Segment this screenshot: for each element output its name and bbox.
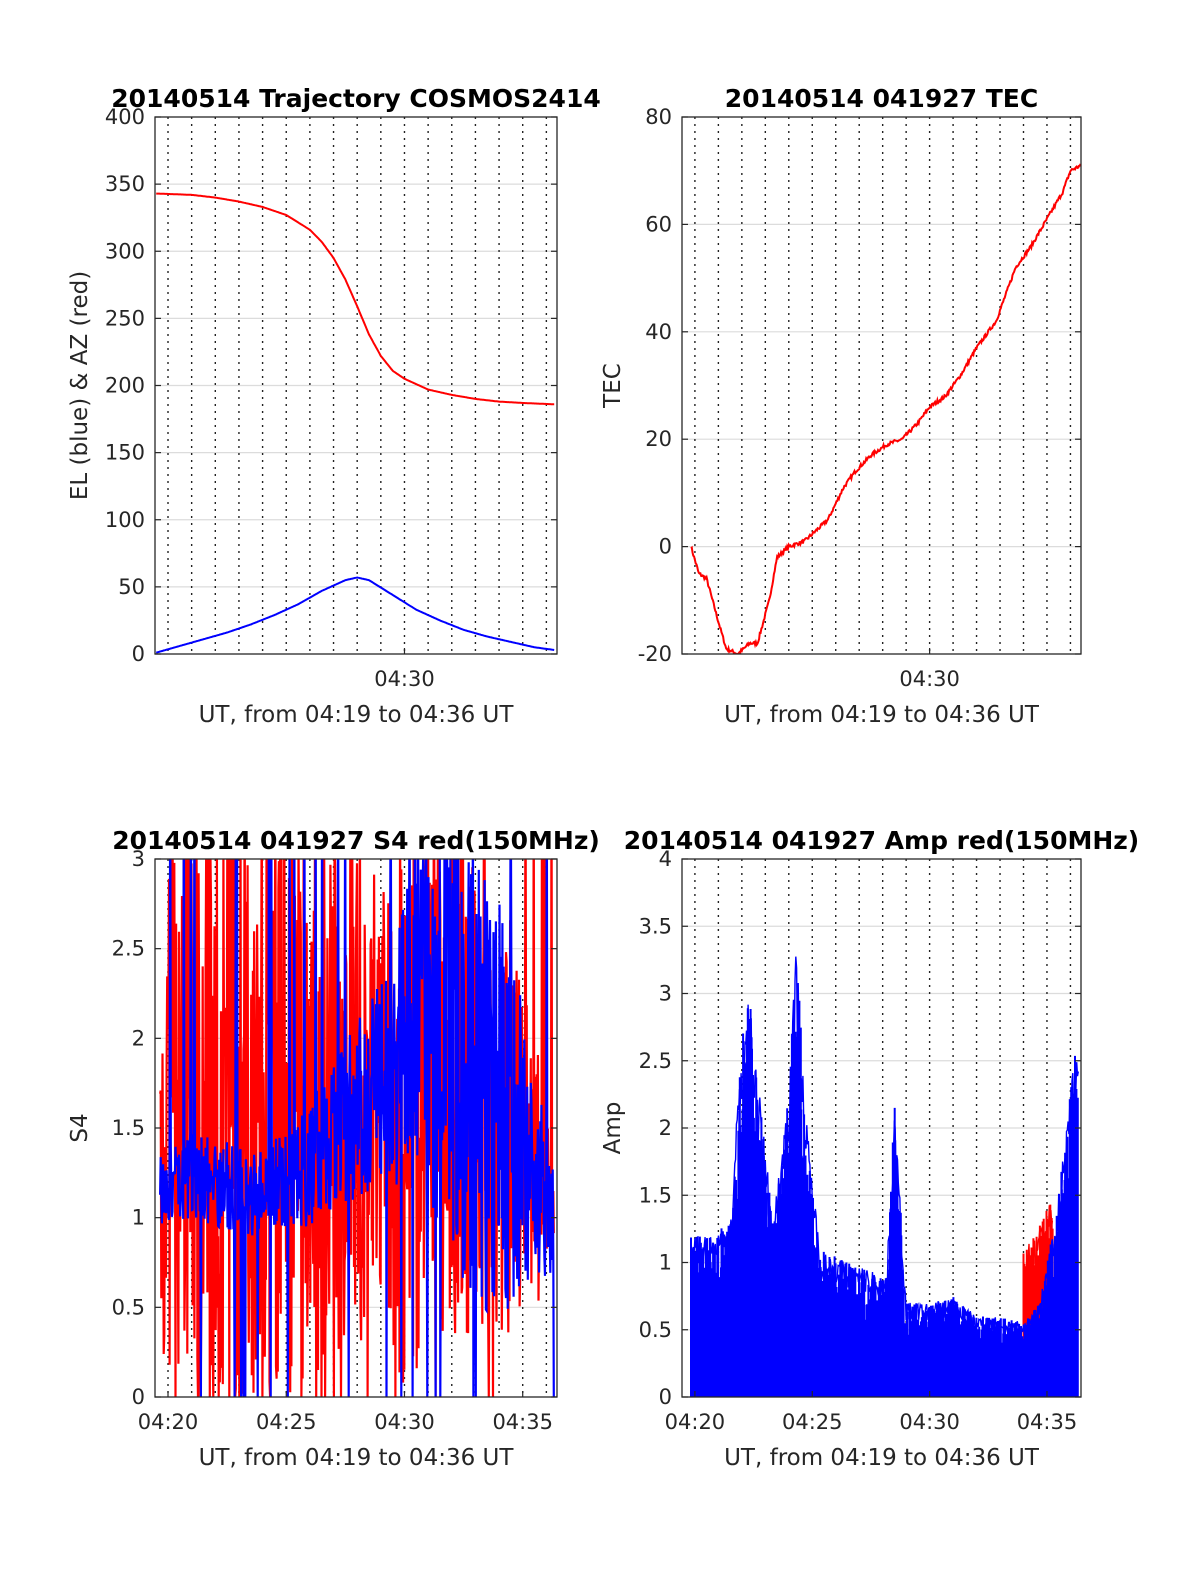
s4-xtick-label: 04:25: [256, 1410, 317, 1434]
amp-ytick-label: 3: [659, 982, 672, 1006]
tec-data-area: [690, 163, 1081, 654]
s4-xtick-label: 04:20: [138, 1410, 199, 1434]
s4-series-1-line: [159, 859, 555, 1397]
s4-plot: 0 0.5 1 1.5 2 2.5 3 04:20 04:25 04:30 04:35 2014051…: [67, 826, 600, 1471]
amp-ytick-label: 0: [659, 1385, 672, 1409]
tec-ytick-label: 60: [645, 212, 672, 236]
amp-series-1-peaks: [690, 956, 1079, 1335]
s4-ytick-label: 1.5: [112, 1116, 145, 1140]
trajectory-chart-title: 20140514 Trajectory COSMOS2414: [111, 84, 601, 113]
amp-chart-title: 20140514 041927 Amp red(150MHz): [624, 826, 1140, 855]
amp-ytick-label: 1.5: [639, 1183, 672, 1207]
s4-chart-title: 20140514 041927 S4 red(150MHz): [112, 826, 600, 855]
s4-xtick-label: 04:30: [374, 1410, 435, 1434]
s4-yaxis-label: S4: [67, 1113, 93, 1142]
trajectory-ytick-label: 250: [105, 306, 145, 330]
trajectory-ytick-label: 50: [118, 575, 145, 599]
amp-data-area: [690, 956, 1079, 1397]
tec-plot: -20 0 20 40 60 80 04:30 20140514 041927 TEC UT, …: [600, 84, 1082, 728]
tec-xaxis-label: UT, from 04:19 to 04:36 UT: [724, 702, 1040, 728]
amp-xtick-label: 04:35: [1017, 1410, 1078, 1434]
trajectory-ytick-label: 400: [105, 105, 145, 129]
trajectory-data-area: [155, 192, 555, 654]
amp-ytick-label: 2.5: [639, 1049, 672, 1073]
tec-series-0-line: [690, 163, 1081, 654]
trajectory-ytick-label: 150: [105, 441, 145, 465]
s4-xaxis-label: UT, from 04:19 to 04:36 UT: [199, 1445, 515, 1471]
amp-series-1-line: [690, 1000, 1079, 1397]
amp-ytick-label: 0.5: [639, 1318, 672, 1342]
trajectory-ytick-label: 300: [105, 239, 145, 263]
amp-series-0-peaks: [1023, 1205, 1054, 1275]
tec-xtick-label: 04:30: [899, 667, 960, 691]
trajectory-series-0-line: [156, 192, 555, 406]
trajectory-xtick-label: 04:30: [374, 667, 435, 691]
trajectory-ytick-label: 350: [105, 172, 145, 196]
trajectory-ytick-label: 100: [105, 508, 145, 532]
amp-plot: 0 0.5 1 1.5 2 2.5 3 3.5 4 04:20 04:25 04:30 04:35 201…: [600, 826, 1139, 1471]
trajectory-ytick-label: 0: [132, 642, 145, 666]
amp-xtick-label: 04:20: [665, 1410, 726, 1434]
amp-xaxis-label: UT, from 04:19 to 04:36 UT: [724, 1445, 1040, 1471]
trajectory-xaxis-label: UT, from 04:19 to 04:36 UT: [199, 702, 515, 728]
amp-yaxis-label: Amp: [600, 1102, 626, 1155]
amp-xtick-label: 04:25: [782, 1410, 843, 1434]
s4-ytick-label: 2: [132, 1026, 145, 1050]
tec-ytick-label: -20: [638, 642, 672, 666]
amp-ytick-label: 1: [659, 1251, 672, 1275]
s4-xtick-label: 04:35: [492, 1410, 553, 1434]
s4-data-area: [159, 859, 555, 1397]
tec-ytick-label: 80: [645, 105, 672, 129]
tec-ytick-label: 40: [645, 320, 672, 344]
s4-ytick-label: 3: [132, 847, 145, 871]
amp-ytick-label: 3.5: [639, 914, 672, 938]
s4-ytick-label: 2.5: [112, 937, 145, 961]
tec-yaxis-label: TEC: [600, 363, 626, 409]
trajectory-ytick-label: 200: [105, 374, 145, 398]
trajectory-yaxis-label: EL (blue) & AZ (red): [67, 271, 93, 500]
s4-ytick-label: 0: [132, 1385, 145, 1409]
tec-ytick-label: 20: [645, 427, 672, 451]
amp-xtick-label: 04:30: [899, 1410, 960, 1434]
tec-ytick-label: 0: [659, 535, 672, 559]
tec-axes-frame: [681, 116, 1082, 655]
trajectory-plot: 0 50 100 150 200 250 300 350 400 04:30 20140514 Tr…: [67, 84, 601, 728]
amp-ytick-label: 4: [659, 847, 672, 871]
amp-ytick-label: 2: [659, 1116, 672, 1140]
s4-ytick-label: 0.5: [112, 1295, 145, 1319]
trajectory-series-1-line: [155, 576, 555, 654]
tec-chart-title: 20140514 041927 TEC: [725, 84, 1038, 113]
s4-ytick-label: 1: [132, 1206, 145, 1230]
